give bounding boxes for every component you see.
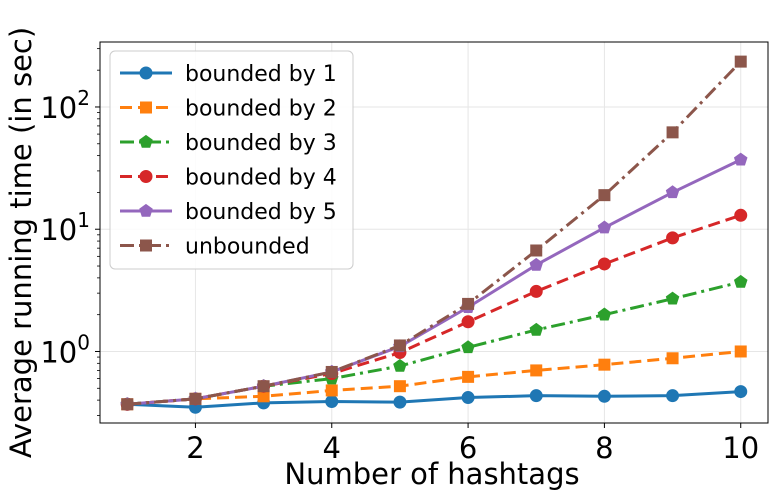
legend: bounded by 1 bounded by 2 bounded by 3 boun… [109,50,354,270]
legend-box [109,50,354,270]
data-point [666,389,680,403]
y-axis-label: Average running time (in sec) [4,27,38,458]
data-point [461,340,475,354]
data-point [665,185,680,199]
data-point [733,152,748,166]
data-point [734,345,747,358]
data-point [461,391,475,405]
legend-marker [139,203,153,217]
legend-label: bounded by 3 [185,131,337,156]
data-point [529,322,544,336]
data-point [597,220,612,234]
data-point [325,365,338,378]
data-point [393,358,407,372]
legend-marker [140,101,152,114]
data-point [393,339,406,352]
data-point [257,380,270,393]
series-line [127,390,741,409]
data-point [733,274,748,288]
legend-marker [139,134,153,148]
data-point [393,380,406,393]
legend-label: bounded by 5 [185,200,337,225]
data-point [597,389,611,403]
data-point [461,315,475,329]
data-point [734,208,748,222]
legend-label: unbounded [185,235,310,260]
x-tick-label: 10 [722,431,759,465]
legend-label: bounded by 4 [185,166,337,191]
data-point [189,392,202,405]
y-axis-ticks: 100 101 102 [40,48,100,416]
y-tick-label: 100 [40,330,90,369]
y-tick-label: 102 [40,86,90,125]
data-point [529,257,544,271]
data-point [666,352,679,365]
data-point [598,358,611,371]
x-tick-label: 4 [323,431,341,465]
data-point [530,364,543,377]
data-point [598,189,611,202]
legend-marker [140,239,152,252]
plot-frame [99,41,769,424]
legend-marker [139,170,153,183]
series-unbounded [121,55,747,411]
data-point [666,126,679,139]
series-line [127,213,742,406]
data-point [597,307,612,321]
legend-label: bounded by 2 [185,97,337,122]
data-point [393,395,407,409]
data-point [325,384,338,397]
data-point [597,257,611,271]
data-point [462,370,475,383]
data-point [325,394,339,408]
series-line [127,280,742,406]
data-point [665,291,680,305]
x-tick-label: 6 [459,431,477,465]
data-point [529,284,543,298]
data-point [530,244,543,257]
data-point [666,231,680,245]
y-tick-label: 101 [40,208,90,247]
x-axis-label: Number of hashtags [284,457,579,491]
data-point [734,55,747,68]
series-bounded-by-1 [120,385,748,414]
data-point [734,385,748,399]
data-point [529,389,543,403]
series-bounded-by-3 [120,274,748,411]
x-axis-ticks: 2 4 6 8 10 [186,423,759,465]
series-line [127,349,741,406]
x-tick-label: 2 [186,431,204,465]
data-point [462,297,475,310]
legend-label: bounded by 1 [185,62,337,87]
x-tick-label: 8 [595,431,613,465]
data-point [121,398,134,411]
series-layer [120,55,748,414]
legend-marker [139,66,153,80]
series-line [127,158,742,406]
